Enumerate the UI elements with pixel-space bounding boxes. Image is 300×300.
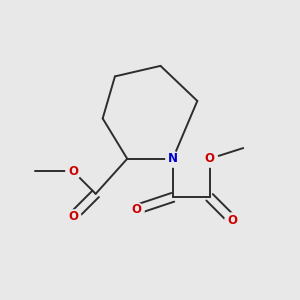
Text: O: O [205,152,214,165]
Text: O: O [68,164,78,178]
Text: O: O [131,203,141,216]
Text: O: O [68,210,78,223]
Text: N: N [168,152,178,165]
Text: O: O [227,214,237,226]
